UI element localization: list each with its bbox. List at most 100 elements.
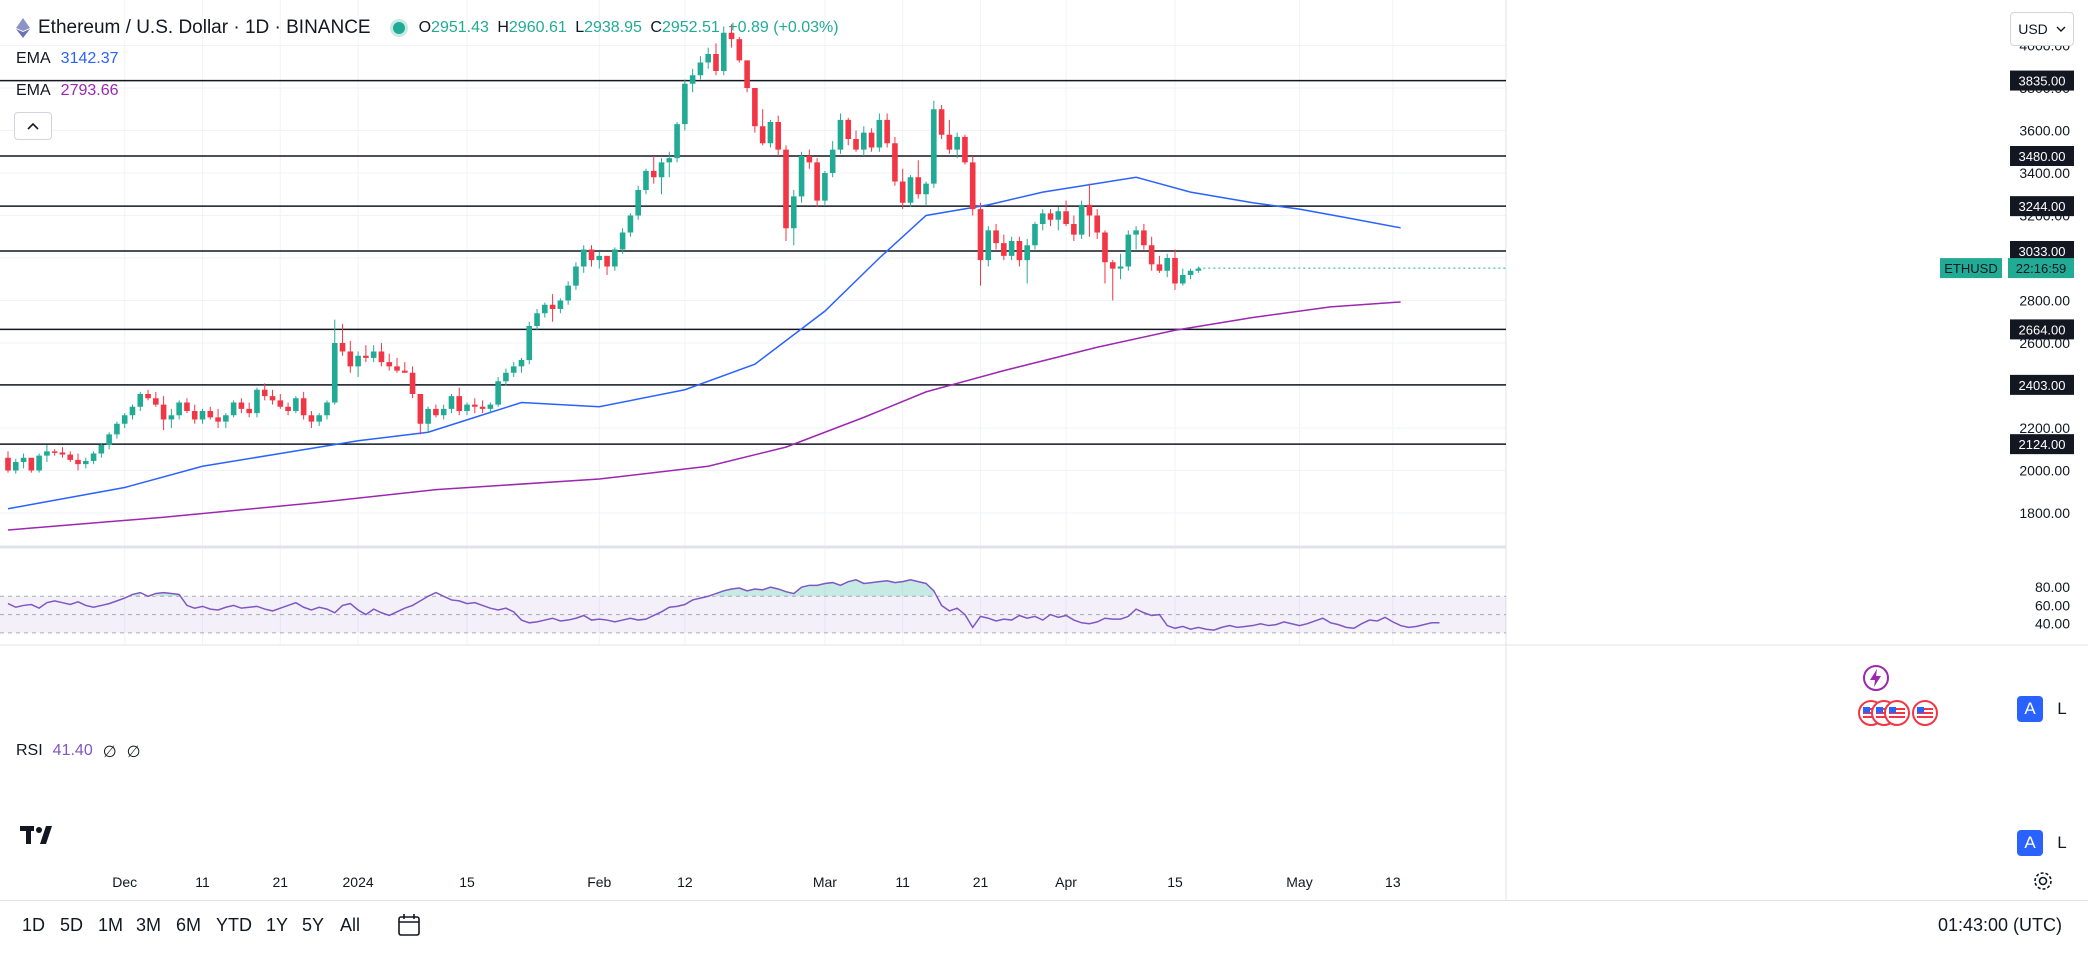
market-status-icon[interactable] — [392, 22, 405, 34]
log-scale-button[interactable]: L — [2049, 696, 2075, 722]
rsi-log-scale-button[interactable]: L — [2049, 830, 2075, 856]
rsi-auto-scale-button[interactable]: A — [2017, 830, 2043, 856]
currency-label: USD — [2018, 21, 2048, 37]
candle-body — [845, 119, 852, 139]
timeframe-1y[interactable]: 1Y — [266, 915, 289, 935]
candle-body — [83, 460, 89, 465]
tradingview-logo-icon[interactable] — [18, 820, 62, 850]
candle-body — [285, 406, 291, 411]
candle — [293, 396, 299, 414]
candle-body — [798, 156, 805, 197]
candle — [316, 413, 322, 426]
timeframe-all[interactable]: All — [340, 915, 361, 935]
candle-body — [892, 143, 898, 182]
timeframe-6m[interactable]: 6M — [176, 915, 202, 935]
level-label: 3480.00 — [2019, 149, 2066, 164]
candle — [1024, 238, 1030, 284]
candle — [790, 190, 797, 246]
rsi-line — [7, 579, 1440, 631]
settings-gear-icon[interactable] — [2032, 870, 2054, 892]
time-tick-label: 21 — [973, 874, 989, 890]
candle — [822, 170, 828, 205]
ema-slow-legend[interactable]: EMA 2793.66 — [16, 82, 119, 100]
candle — [464, 402, 470, 416]
candle-body — [355, 355, 361, 367]
candle-body — [814, 162, 820, 201]
candle — [814, 158, 820, 207]
candle-body — [417, 394, 424, 424]
candle-body — [728, 32, 735, 40]
candle — [456, 387, 463, 416]
symbol-tag-bg — [1940, 258, 2002, 279]
ema-fast-legend[interactable]: EMA 3142.37 — [16, 50, 119, 68]
lightning-event-icon[interactable] — [1862, 664, 1890, 692]
us-flag-events-icon[interactable] — [1858, 698, 1942, 728]
rsi-legend[interactable]: RSI 41.40 ∅ ∅ — [16, 742, 141, 762]
ethereum-icon — [16, 18, 30, 38]
timeframe-5d[interactable]: 5D — [60, 915, 84, 935]
candle — [954, 132, 960, 159]
candle-body — [176, 402, 182, 416]
candle-body — [752, 88, 758, 127]
candle-body — [580, 249, 587, 267]
chevron-down-icon — [2056, 26, 2066, 32]
auto-scale-button[interactable]: A — [2017, 696, 2043, 722]
candle — [20, 453, 27, 469]
candle — [612, 247, 618, 271]
chevron-up-icon — [27, 122, 39, 130]
candle-body — [674, 124, 680, 159]
candle — [1187, 268, 1194, 280]
candle-body — [36, 455, 42, 471]
candle — [153, 391, 159, 407]
candle-body — [736, 39, 743, 61]
price-tick-label: 3600.00 — [2019, 123, 2070, 139]
candle-body — [1187, 270, 1194, 275]
ema-slow-label: EMA — [16, 82, 51, 99]
change-value: +0.89 (+0.03%) — [728, 19, 839, 36]
candle-body — [90, 453, 97, 461]
currency-select[interactable]: USD — [2010, 12, 2074, 46]
candle-body — [1125, 234, 1132, 267]
time-tick-label: Mar — [813, 874, 837, 890]
candle-body — [261, 389, 268, 397]
candle-body — [1024, 245, 1030, 261]
collapse-legend-button[interactable] — [14, 112, 52, 140]
timeframe-3m[interactable]: 3M — [136, 915, 162, 935]
candle-body — [121, 415, 128, 424]
candle-body — [316, 415, 322, 422]
candle — [129, 404, 136, 420]
candle — [588, 245, 595, 267]
candle — [106, 432, 112, 450]
level-label: 3033.00 — [2019, 244, 2066, 259]
candle — [861, 126, 867, 156]
candle — [650, 156, 657, 184]
candle-body — [464, 404, 470, 411]
candle-body — [985, 230, 992, 261]
candle-body — [1047, 213, 1054, 220]
time-tick-label: Dec — [112, 874, 137, 890]
candle — [767, 119, 774, 148]
calendar-goto-icon[interactable] — [396, 912, 422, 938]
timeframe-1m[interactable]: 1M — [98, 915, 124, 935]
candle — [829, 141, 836, 178]
candle — [98, 442, 105, 458]
candle — [145, 389, 151, 401]
symbol-title[interactable]: Ethereum / U.S. Dollar · 1D · BINANCE — [38, 17, 371, 38]
candle-body — [269, 396, 276, 401]
candle — [1195, 266, 1202, 273]
candle-body — [759, 126, 766, 144]
ema-slow-line — [7, 301, 1401, 531]
candle — [596, 251, 603, 269]
candle-body — [28, 457, 35, 471]
timeframe-5y[interactable]: 5Y — [302, 915, 325, 935]
candle-body — [238, 402, 245, 409]
candle — [697, 56, 704, 80]
timeframe-ytd[interactable]: YTD — [216, 915, 252, 935]
candle-body — [409, 372, 416, 394]
candle — [798, 151, 805, 203]
candle-body — [1102, 232, 1108, 263]
candle — [503, 368, 509, 386]
price-chart[interactable]: 1800.002000.002200.002400.002600.002800.… — [0, 0, 2088, 900]
timeframe-1d[interactable]: 1D — [22, 915, 46, 935]
utc-clock[interactable]: 01:43:00 (UTC) — [1937, 915, 2062, 935]
